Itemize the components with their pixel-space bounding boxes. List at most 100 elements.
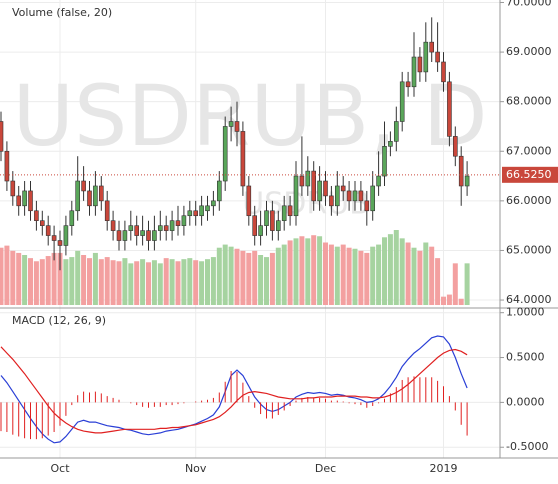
volume-bar [370,246,376,305]
candle-body [140,230,145,236]
candle-body [240,131,246,187]
candle-body [63,225,69,246]
volume-bar [376,244,382,305]
candle-body [417,56,423,73]
x-tick-label: Dec [315,462,336,475]
candle-body [10,180,16,197]
candle-body [22,190,27,207]
candle-body [99,185,104,202]
volume-bar [216,247,222,305]
candle-body [382,146,387,177]
volume-bar [4,245,10,305]
candle-body [435,51,440,63]
volume-bar [87,258,92,305]
volume-bar [222,244,228,305]
y-tick-label: 70.0000 [506,0,552,8]
volume-bar [281,244,287,305]
volume-bar [199,261,205,305]
candle-body [293,175,299,217]
volume-bar [387,234,393,305]
candle-body [299,175,305,187]
x-tick-label: 2019 [430,462,458,475]
candle-body [352,190,358,202]
candle-body [128,225,134,231]
volume-bar [10,250,16,305]
volume-bar [63,259,69,305]
volume-bar [435,258,441,305]
volume-bar [340,244,346,305]
candle-body [264,210,269,226]
volume-bar [110,260,116,305]
y-tick-label: 69.0000 [506,45,552,58]
volume-bar [441,296,446,305]
y-tick-label: 66.0000 [506,194,552,207]
y-tick-label: -0.5000 [506,440,548,453]
candle-body [441,61,446,83]
candle-body [258,225,263,236]
candle-body [388,141,393,147]
volume-bar [228,246,234,305]
last-price-box [502,166,558,183]
candle-body [376,175,381,187]
volume-bar [446,294,452,305]
volume-bar [328,244,334,305]
candle-body [51,235,57,241]
volume-bar [405,242,411,305]
candle-body [246,185,252,217]
candle-body [39,220,45,226]
candle-body [16,195,22,207]
candle-body [305,170,311,187]
volume-bar [246,252,252,305]
candle-body [228,121,234,127]
candle-body [447,81,452,137]
candle-body [411,56,417,88]
volume-bar [98,259,104,305]
volume-bar [452,263,458,305]
candle-body [57,240,63,246]
candle-body [116,230,122,241]
volume-bar [0,247,4,305]
volume-bar [234,248,240,305]
candle-body [329,195,334,207]
candle-body [75,180,80,212]
candle-body [87,190,92,207]
volume-bar [45,256,51,305]
volume-bar [104,257,110,305]
candle-body [134,225,139,236]
volume-bar [346,247,352,305]
volume-bar [116,261,122,305]
volume-bar [51,252,57,305]
candle-body [323,180,328,197]
candle-body [193,210,198,217]
candle-body [81,180,86,192]
volume-bar [264,257,269,305]
volume-bar [287,240,293,305]
candle-body [211,200,216,207]
y-tick-label: 65.0000 [506,243,552,256]
volume-bar [258,255,264,305]
pane-title: Volume (false, 20) [12,6,112,19]
candle-body [458,155,464,187]
volume-bar [33,261,39,305]
volume-bar [399,238,405,305]
volume-bar [275,247,281,305]
candle-body [110,220,116,231]
volume-bar [423,242,429,305]
candle-body [334,185,340,207]
volume-bar [417,250,423,305]
volume-bar [81,255,87,305]
y-tick-label: 68.0000 [506,95,552,108]
volume-bar [175,261,181,305]
volume-bar [140,259,146,305]
candle-body [28,190,33,212]
candle-body [93,185,98,207]
volume-bar [240,250,246,305]
candle-body [287,205,293,217]
candle-body [122,230,128,241]
axis: 64.0000 65.0000 66.0000 67.0000 68.0000 69.00… [50,0,558,475]
candle-body [169,220,175,231]
volume-bar [311,235,317,305]
volume-bar [128,263,134,305]
volume-bar [429,246,435,305]
